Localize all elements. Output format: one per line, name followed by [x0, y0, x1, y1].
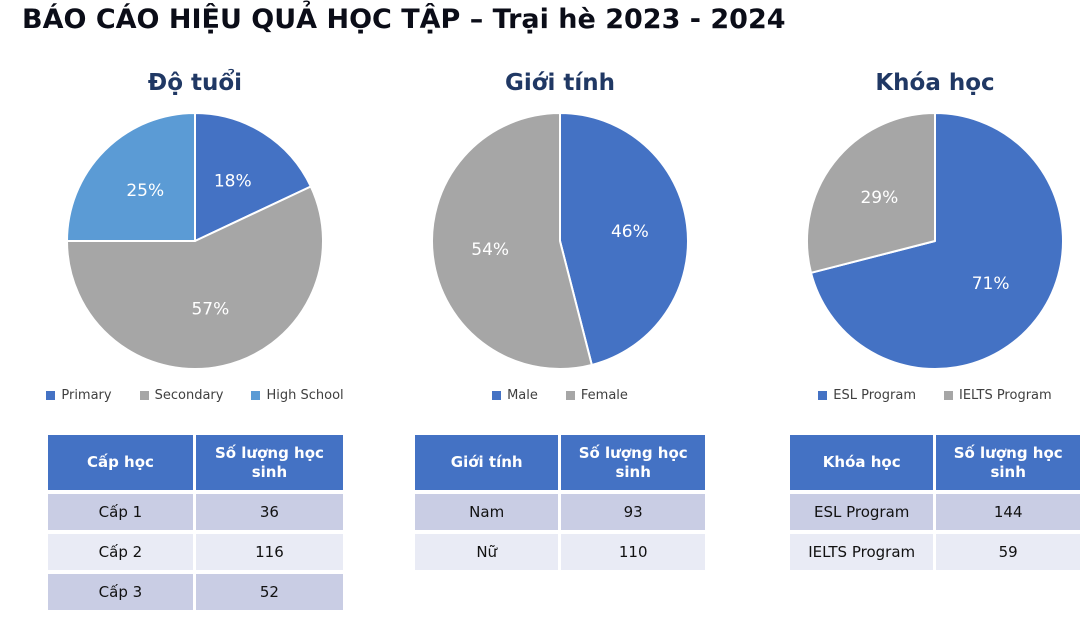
table-row: Cấp 3 52: [47, 574, 343, 610]
chart-title-gender: Giới tính: [504, 70, 616, 96]
pie-legend-course: ESL Program IELTS Program: [818, 388, 1052, 403]
table-header-row: Cấp học Số lượng học sinh: [47, 435, 343, 490]
table-header-cell: Giới tính: [415, 435, 562, 490]
pie-slice-label: 46%: [611, 222, 649, 242]
data-table-course: Khóa học Số lượng học sinh ESL Program 144…: [790, 431, 1080, 574]
pie-slice-male: [559, 112, 689, 366]
pie-slice-female: [431, 112, 593, 370]
table-cell: 144: [936, 494, 1080, 530]
legend-label: Primary: [61, 388, 112, 403]
legend-label: ESL Program: [833, 388, 916, 403]
legend-item-esl-program: ESL Program: [818, 388, 916, 403]
table-row: Cấp 1 36: [47, 494, 343, 530]
legend-item-primary: Primary: [46, 388, 112, 403]
pie-chart-age: 18% 57% 25%: [66, 112, 324, 370]
pie-slice-secondary: [66, 185, 324, 370]
legend-item-ielts-program: IELTS Program: [944, 388, 1052, 403]
pie-chart-gender: 46% 54%: [431, 112, 689, 370]
table-cell: Nam: [415, 494, 562, 530]
legend-label: IELTS Program: [959, 388, 1052, 403]
table-cell: 116: [196, 534, 343, 570]
pie-slice-label: 54%: [471, 240, 509, 260]
pie-slice-label: 25%: [126, 181, 164, 201]
table-header-cell: Cấp học: [47, 435, 197, 490]
table-header-cell: Số lượng học sinh: [561, 435, 705, 490]
table-cell: Cấp 1: [47, 494, 197, 530]
chart-title-course: Khóa học: [875, 70, 995, 96]
pie-slice-label: 29%: [860, 188, 898, 208]
pie-slice-label: 57%: [191, 300, 229, 320]
table-header-row: Giới tính Số lượng học sinh: [415, 435, 705, 490]
table-header-cell: Số lượng học sinh: [196, 435, 343, 490]
table-row: ESL Program 144: [790, 494, 1080, 530]
pie-slice-ielts-program: [806, 112, 936, 274]
pie-slice-primary: [194, 112, 312, 242]
table-row: IELTS Program 59: [790, 534, 1080, 570]
table-cell: 52: [196, 574, 343, 610]
pie-chart-course: 71% 29%: [806, 112, 1064, 370]
legend-swatch: [251, 391, 261, 400]
table-row: Cấp 2 116: [47, 534, 343, 570]
legend-label: Female: [580, 388, 628, 403]
legend-label: Secondary: [154, 388, 224, 403]
table-header-cell: Khóa học: [790, 435, 937, 490]
pie-slice-label: 18%: [214, 172, 252, 192]
table-header-row: Khóa học Số lượng học sinh: [790, 435, 1080, 490]
table-row: Nữ 110: [415, 534, 705, 570]
table-cell: IELTS Program: [790, 534, 937, 570]
table-cell: 93: [561, 494, 705, 530]
pie-slice-high-school: [66, 112, 196, 242]
legend-swatch: [139, 391, 149, 400]
table-cell: Cấp 2: [47, 534, 197, 570]
table-cell: ESL Program: [790, 494, 937, 530]
data-table-gender: Giới tính Số lượng học sinh Nam 93 Nữ 110: [415, 431, 705, 574]
legend-label: Male: [507, 388, 538, 403]
table-cell: 110: [561, 534, 705, 570]
legend-item-high-school: High School: [251, 388, 344, 403]
chart-section-course: Khóa học 71% 29% ESL Program IELTS Program…: [780, 66, 1088, 574]
table-header-cell: Số lượng học sinh: [936, 435, 1080, 490]
table-cell: Cấp 3: [47, 574, 197, 610]
chart-section-age: Độ tuổi 18% 57% 25% Primary Secondary High S…: [10, 66, 380, 614]
legend-label: High School: [266, 388, 344, 403]
legend-swatch: [944, 391, 953, 400]
chart-title-age: Độ tuổi: [147, 70, 243, 96]
legend-swatch: [46, 391, 56, 400]
table-row: Nam 93: [415, 494, 705, 530]
pie-slice-label: 71%: [972, 274, 1010, 294]
legend-item-male: Male: [492, 388, 538, 403]
legend-item-female: Female: [565, 388, 628, 403]
table-cell: 36: [196, 494, 343, 530]
table-cell: 59: [936, 534, 1080, 570]
report-title: BÁO CÁO HIỆU QUẢ HỌC TẬP – Trại hè 2023 …: [22, 4, 786, 35]
legend-swatch: [818, 391, 828, 400]
legend-swatch: [565, 391, 575, 400]
pie-legend-gender: Male Female: [492, 388, 628, 403]
legend-item-secondary: Secondary: [139, 388, 224, 403]
pie-legend-age: Primary Secondary High School: [46, 388, 344, 403]
pie-slice-esl-program: [810, 112, 1064, 370]
legend-swatch: [492, 391, 502, 400]
table-cell: Nữ: [415, 534, 562, 570]
chart-section-gender: Giới tính 46% 54% Male Female Giới tính Số …: [385, 66, 735, 574]
data-table-age: Cấp học Số lượng học sinh Cấp 1 36 Cấp 2 116…: [47, 431, 343, 614]
